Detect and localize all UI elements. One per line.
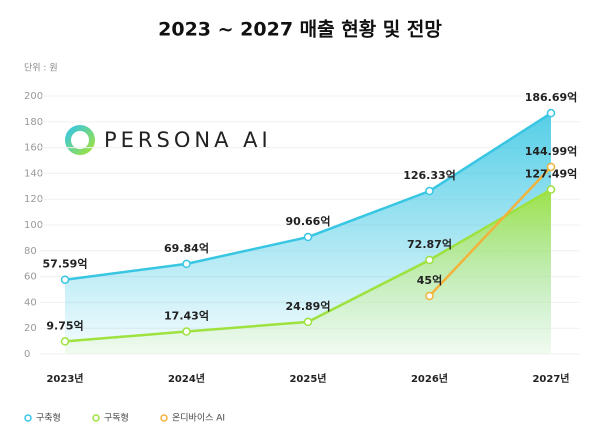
legend-marker xyxy=(24,414,32,422)
legend-label: 구독형 xyxy=(104,413,129,424)
series-line xyxy=(428,166,552,297)
y-tick-label: 120 xyxy=(24,194,43,205)
area xyxy=(65,189,551,354)
logo: PERSONA AI xyxy=(65,125,272,155)
data-label: 69.84억 xyxy=(164,242,209,255)
legend-label: 구축형 xyxy=(36,413,61,424)
data-point xyxy=(546,162,556,172)
data-label: 186.69억 xyxy=(525,91,578,104)
y-tick-label: 0 xyxy=(24,349,30,360)
logo-text: PERSONA AI xyxy=(104,128,272,152)
data-point xyxy=(182,327,191,336)
data-point xyxy=(546,108,556,118)
x-tick-label: 2023년 xyxy=(46,372,83,385)
data-label: 57.59억 xyxy=(43,258,88,271)
x-tick-label: 2025년 xyxy=(289,372,326,385)
legend-marker xyxy=(160,414,168,422)
legend-marker xyxy=(92,414,100,422)
y-tick-label: 80 xyxy=(24,246,37,257)
data-point xyxy=(546,185,556,194)
y-tick-label: 100 xyxy=(24,220,43,231)
data-label: 127.49억 xyxy=(525,168,578,181)
data-label: 144.99억 xyxy=(525,145,578,158)
x-tick-label: 2026년 xyxy=(411,372,448,385)
data-label: 126.33억 xyxy=(403,169,456,182)
y-tick-label: 180 xyxy=(24,117,43,128)
data-label: 72.87억 xyxy=(407,238,452,251)
y-tick-label: 160 xyxy=(24,143,43,154)
data-label: 90.66억 xyxy=(286,215,331,228)
y-tick-label: 200 xyxy=(24,91,43,102)
unit-label: 단위 : 원 xyxy=(24,63,58,74)
y-tick-label: 40 xyxy=(24,297,37,308)
logo-icon xyxy=(65,125,95,155)
data-point xyxy=(425,291,434,301)
data-point xyxy=(60,337,70,346)
data-label: 9.75억 xyxy=(46,319,83,332)
y-tick-label: 20 xyxy=(24,323,37,334)
y-tick-label: 60 xyxy=(24,272,37,283)
plot: 0 20 40 60 80 100 120 140 160 180 200 2023년 2024년 202… xyxy=(24,91,580,424)
data-point xyxy=(182,259,191,269)
data-label: 24.89억 xyxy=(286,300,331,313)
chart-title: 2023 ~ 2027 매출 현황 및 전망 xyxy=(158,18,442,41)
x-tick-label: 2024년 xyxy=(168,372,205,385)
y-tick-label: 140 xyxy=(24,168,43,179)
data-label: 45억 xyxy=(417,274,442,287)
data-point xyxy=(60,275,70,284)
data-point xyxy=(303,232,313,242)
data-label: 17.43억 xyxy=(164,310,209,323)
x-tick-label: 2027년 xyxy=(532,372,569,385)
data-point xyxy=(303,317,313,327)
legend-label: 온디바이스 AI xyxy=(172,413,225,424)
data-point xyxy=(425,255,434,265)
data-point xyxy=(425,186,434,196)
